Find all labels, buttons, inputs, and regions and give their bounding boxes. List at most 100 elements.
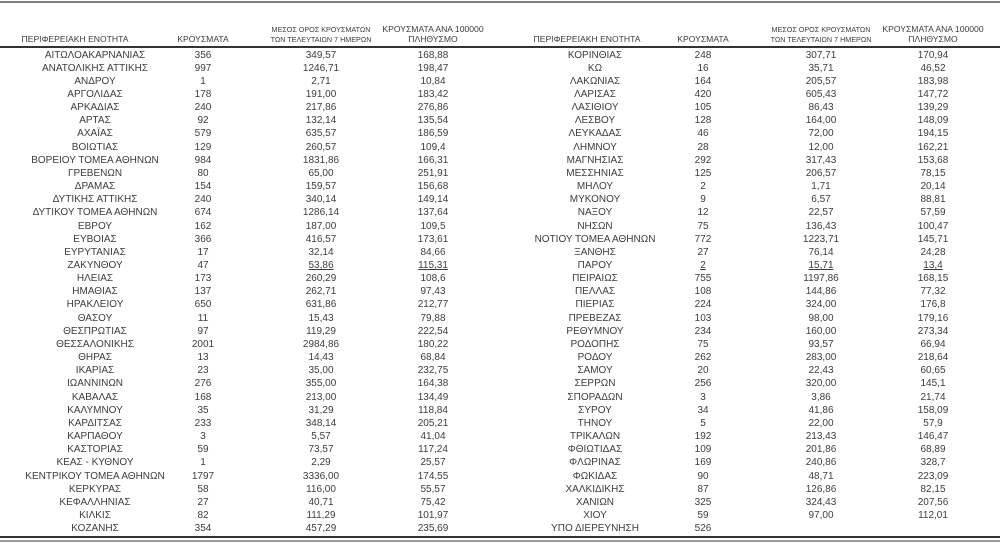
cases-cell: 2	[700, 260, 706, 271]
per100k-cell: 57,59	[920, 207, 946, 219]
cases-cell: 23	[197, 365, 209, 377]
table-row: ΘΕΣΠΡΩΤΙΑΣ 97 119,29 222,54	[0, 325, 500, 338]
table-row: ΜΥΚΟΝΟΥ 9 6,57 88,81	[500, 193, 1000, 206]
column-header-7day-average-line2: ΤΩΝ ΤΕΛΕΥΤΑΙΩΝ 7 ΗΜΕΡΩΝ	[770, 35, 872, 44]
table-right-half: ΠΕΡΙΦΕΡΕΙΑΚΗ ΕΝΟΤΗΤΑ ΚΡΟΥΣΜΑΤΑ ΜΕΣΟΣ ΟΡΟ…	[500, 0, 1000, 543]
per100k-cell: 108,6	[420, 273, 446, 285]
table-row: ΘΕΣΣΑΛΟΝΙΚΗΣ 2001 2984,86 180,22	[0, 338, 500, 351]
region-cell: ΣΠΟΡΑΔΩΝ	[567, 391, 623, 403]
cases-cell: 90	[697, 470, 709, 482]
per100k-cell: 115,31	[418, 260, 448, 271]
column-header-per-100000-line1: ΚΡΟΥΣΜΑΤΑ ΑΝΑ 100000	[882, 23, 984, 34]
table-row: ΚΕΡΚΥΡΑΣ 58 116,00 55,57	[0, 483, 500, 496]
bottom-shadow-line	[0, 540, 1000, 542]
cases-cell: 168	[194, 391, 212, 403]
avg7-cell: 159,57	[305, 181, 337, 193]
region-cell: ΚΑΒΑΛΑΣ	[71, 391, 119, 403]
per100k-cell: 174,55	[417, 470, 449, 482]
avg7-cell: 1831,86	[302, 154, 340, 166]
table-row: ΛΑΚΩΝΙΑΣ 164 205,57 183,98	[500, 75, 1000, 88]
avg7-cell: 1246,71	[302, 62, 340, 74]
cases-cell: 75	[697, 338, 709, 350]
cases-cell: 92	[197, 115, 209, 127]
per100k-cell: 183,98	[917, 75, 949, 87]
region-cell: ΤΗΝΟΥ	[577, 417, 613, 429]
per100k-cell: 158,09	[917, 404, 949, 416]
table-row: ΧΑΝΙΩΝ 325 324,43 207,56	[500, 496, 1000, 509]
per100k-cell: 10,84	[420, 75, 446, 87]
table-row: ΗΜΑΘΙΑΣ 137 262,71 97,43	[0, 285, 500, 298]
per100k-cell: 60,65	[920, 365, 946, 377]
cases-cell: 103	[694, 312, 712, 324]
per100k-cell: 145,1	[920, 378, 946, 390]
cases-cell: 20	[697, 365, 709, 377]
region-cell: ΞΑΝΘΗΣ	[574, 246, 616, 258]
per100k-cell: 156,68	[417, 181, 449, 193]
region-cell: ΣΕΡΡΩΝ	[574, 378, 616, 390]
cases-cell: 109	[694, 444, 712, 456]
per100k-cell: 235,69	[417, 523, 449, 535]
table-row: ΤΗΝΟΥ 5 22,00 57,9	[500, 417, 1000, 430]
cases-cell: 292	[694, 154, 712, 166]
avg7-cell: 22,00	[808, 417, 834, 429]
avg7-cell: 14,43	[308, 352, 334, 364]
per100k-cell: 198,47	[417, 62, 449, 74]
per100k-cell: 135,54	[417, 115, 449, 127]
per100k-cell: 273,34	[917, 325, 949, 337]
cases-cell: 58	[197, 483, 209, 495]
avg7-cell: 1223,71	[802, 233, 840, 245]
cases-cell: 13	[197, 352, 209, 364]
cases-cell: 224	[694, 299, 712, 311]
avg7-cell: 132,14	[305, 115, 337, 127]
table-row: ΦΘΙΩΤΙΔΑΣ 109 201,86 68,89	[500, 443, 1000, 456]
column-header-cases: ΚΡΟΥΣΜΑΤΑ	[677, 34, 729, 44]
avg7-cell: 93,57	[808, 338, 834, 350]
table-row: ΔΡΑΜΑΣ 154 159,57 156,68	[0, 180, 500, 193]
region-cell: ΑΧΑΪΑΣ	[77, 128, 113, 140]
table-row: ΑΝΔΡΟΥ 1 2,71 10,84	[0, 75, 500, 88]
column-header-cases: ΚΡΟΥΣΜΑΤΑ	[177, 34, 229, 44]
region-cell: ΠΡΕΒΕΖΑΣ	[568, 312, 622, 324]
region-cell: ΘΑΣΟΥ	[77, 312, 113, 324]
region-cell: ΚΑΛΥΜΝΟΥ	[67, 404, 123, 416]
region-cell: ΓΡΕΒΕΝΩΝ	[67, 167, 123, 179]
avg7-cell: 605,43	[805, 88, 837, 100]
per100k-cell: 97,43	[420, 286, 446, 298]
region-cell: ΚΟΡΙΝΘΙΑΣ	[567, 49, 623, 61]
per100k-cell: 164,38	[417, 378, 449, 390]
table-row: ΔΥΤΙΚΟΥ ΤΟΜΕΑ ΑΘΗΝΩΝ 674 1286,14 137,64	[0, 206, 500, 219]
table-row: ΓΡΕΒΕΝΩΝ 80 65,00 251,91	[0, 167, 500, 180]
region-cell: ΝΑΞΟΥ	[577, 207, 613, 219]
per100k-cell: 168,88	[417, 49, 449, 61]
cases-cell: 755	[694, 273, 712, 285]
cases-cell: 997	[194, 62, 212, 74]
per100k-cell: 117,24	[418, 444, 448, 456]
per100k-cell: 162,21	[917, 141, 949, 153]
avg7-cell: 76,14	[808, 246, 834, 258]
region-cell: ΔΡΑΜΑΣ	[74, 181, 116, 193]
table-row: ΛΑΣΙΘΙΟΥ 105 86,43 139,29	[500, 101, 1000, 114]
avg7-cell: 320,00	[805, 378, 837, 390]
avg7-cell: 635,57	[305, 128, 337, 140]
cases-cell: 47	[197, 260, 209, 271]
avg7-cell: 144,86	[805, 286, 837, 298]
per100k-cell: 176,8	[920, 299, 946, 311]
cases-cell: 125	[694, 167, 712, 179]
cases-cell: 276	[194, 378, 212, 390]
avg7-cell: 35,71	[808, 62, 834, 74]
table-row: ΑΙΤΩΛΟΑΚΑΡΝΑΝΙΑΣ 356 349,57 168,88	[0, 49, 500, 62]
table-row: ΘΗΡΑΣ 13 14,43 68,84	[0, 351, 500, 364]
table-row: ΥΠΟ ΔΙΕΡΕΥΝΗΣΗ 526	[500, 522, 1000, 535]
column-header-region: ΠΕΡΙΦΕΡΕΙΑΚΗ ΕΝΟΤΗΤΑ	[533, 34, 641, 44]
cases-cell: 354	[194, 523, 212, 535]
table-row: ΜΑΓΝΗΣΙΑΣ 292 317,43 153,68	[500, 154, 1000, 167]
cases-cell: 178	[194, 88, 212, 100]
table-row: ΛΕΥΚΑΔΑΣ 46 72,00 194,15	[500, 127, 1000, 140]
per100k-cell: 207,56	[917, 496, 949, 508]
region-cell: ΚΩ	[587, 62, 603, 74]
avg7-cell: 35,00	[308, 365, 334, 377]
region-cell: ΛΕΣΒΟΥ	[574, 115, 616, 127]
cases-cell: 2001	[191, 338, 215, 350]
per100k-cell: 46,52	[920, 62, 946, 74]
region-cell: ΛΑΚΩΝΙΑΣ	[569, 75, 621, 87]
